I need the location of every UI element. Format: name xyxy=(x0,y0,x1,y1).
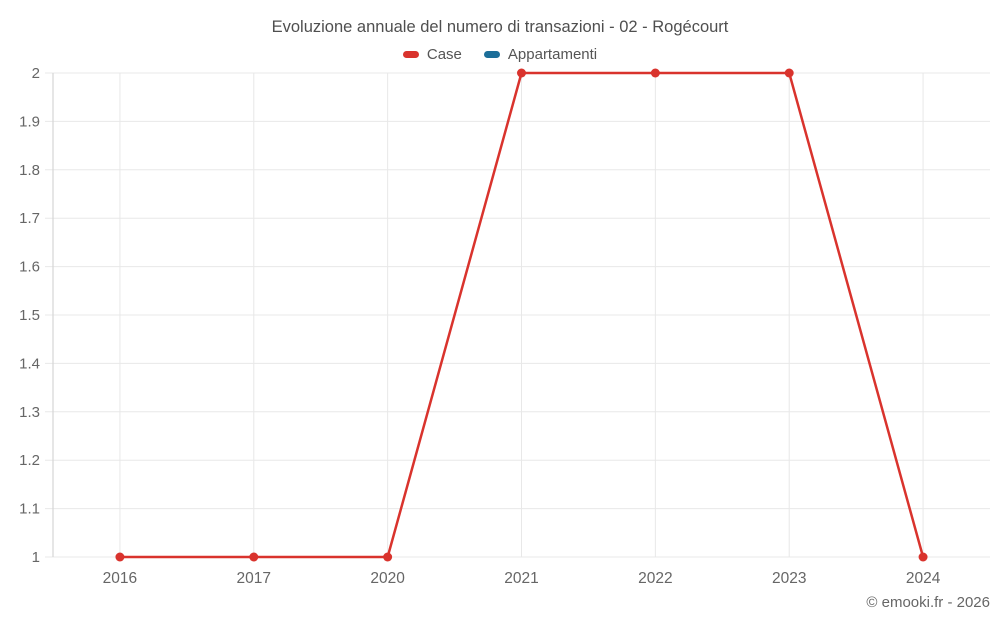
chart-title: Evoluzione annuale del numero di transaz… xyxy=(271,18,729,36)
y-tick-label: 1.4 xyxy=(19,355,40,372)
case-data-point-marker xyxy=(115,552,125,562)
chart-legend: Case Appartamenti xyxy=(0,46,1000,63)
x-tick-label: 2024 xyxy=(906,570,941,587)
x-tick-label: 2023 xyxy=(772,570,806,587)
y-tick-label: 1 xyxy=(32,549,40,566)
x-tick-label: 2017 xyxy=(237,570,271,587)
x-tick-label: 2021 xyxy=(504,570,538,587)
x-tick-label: 2022 xyxy=(638,570,672,587)
y-tick-label: 1.2 xyxy=(19,452,40,469)
x-tick-label: 2016 xyxy=(103,570,137,587)
x-tick-label: 2020 xyxy=(370,570,405,587)
case-data-point-marker xyxy=(249,552,259,562)
case-data-point-marker xyxy=(517,68,526,78)
y-tick-label: 1.3 xyxy=(19,404,40,421)
y-tick-label: 1.8 xyxy=(19,162,40,179)
y-tick-label: 1.1 xyxy=(19,501,40,518)
legend-item-appartamenti[interactable]: Appartamenti xyxy=(483,46,598,63)
case-data-point-marker xyxy=(784,68,794,78)
legend-item-case[interactable]: Case xyxy=(402,46,462,63)
legend-label-case: Case xyxy=(426,46,462,63)
appartamenti-series-swatch-icon xyxy=(483,51,500,58)
y-tick-label: 1.5 xyxy=(19,307,40,324)
y-tick-label: 1.7 xyxy=(19,210,40,227)
copyright-text: © emooki.fr - 2026 xyxy=(866,594,990,611)
case-series-swatch-icon xyxy=(402,51,419,58)
case-data-point-marker xyxy=(383,552,393,562)
y-tick-label: 1.9 xyxy=(19,113,40,130)
y-tick-label: 1.6 xyxy=(19,259,40,276)
y-tick-label: 2 xyxy=(32,65,40,82)
case-data-point-marker xyxy=(650,68,660,78)
case-data-point-marker xyxy=(918,552,928,562)
legend-label-appartamenti: Appartamenti xyxy=(507,46,598,63)
